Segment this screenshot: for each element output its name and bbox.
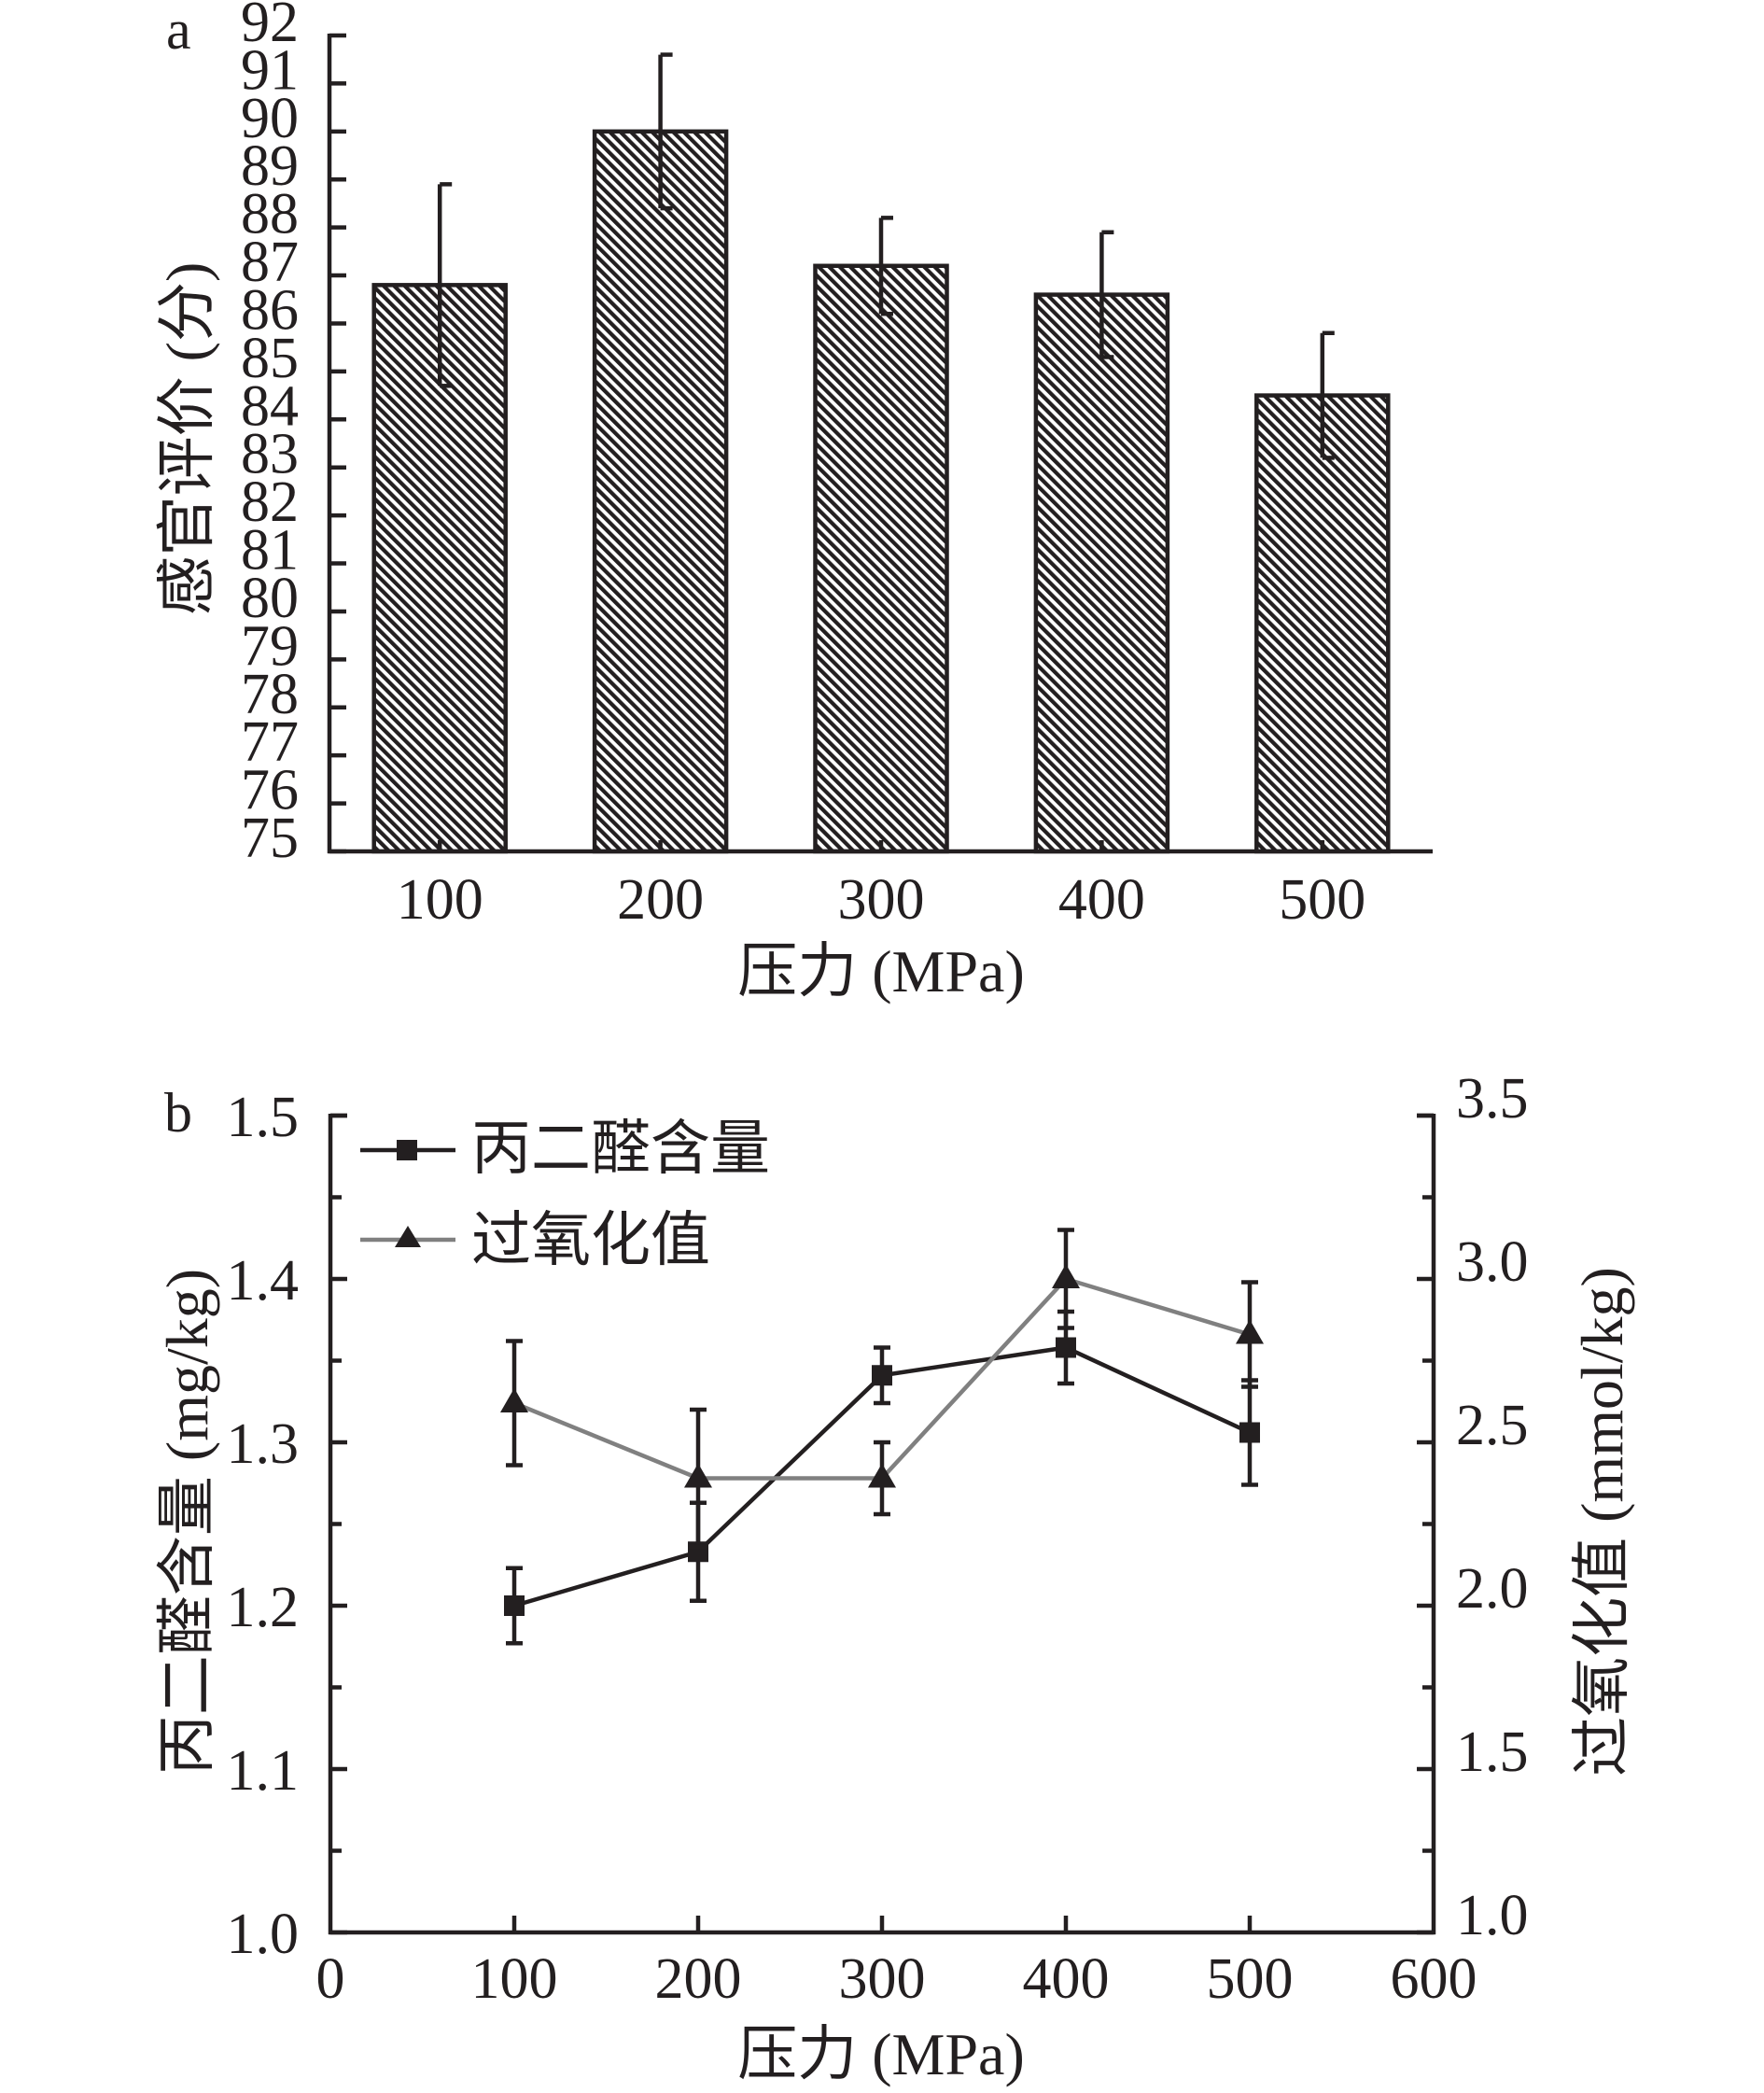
data-point-triangle (684, 1463, 712, 1488)
y-tick-label: 88 (241, 183, 299, 246)
error-bar-300 (878, 216, 893, 316)
data-point-square (872, 1365, 892, 1386)
chart-b-left-y-ticks: 1.0 1.1 1.2 1.3 1.4 1.5 (227, 1086, 300, 1966)
right-y-tick-label: 3.0 (1456, 1230, 1529, 1294)
y-tick-label: 80 (241, 567, 299, 630)
chart-b-left-y-axis-title: 丙二醛含量 (mg/kg) (154, 1269, 220, 1775)
right-y-tick-label: 3.5 (1456, 1067, 1529, 1131)
x-tick-label: 100 (471, 1947, 558, 2011)
left-y-tick-label: 1.4 (227, 1249, 300, 1313)
chart-a-x-axis-title: 压力 (MPa) (737, 938, 1025, 1004)
x-tick-label: 400 (1023, 1947, 1110, 2011)
chart-b-x-ticks: 0 100 200 300 400 500 600 (316, 1947, 1477, 2011)
data-point-triangle (1052, 1264, 1080, 1288)
chart-b-series (500, 1228, 1264, 1646)
x-tick-label: 400 (1058, 868, 1145, 932)
chart-a-y-axis-title: 感官评价 (分) (154, 262, 220, 616)
bar-500 (1254, 393, 1391, 854)
right-y-tick-label: 2.0 (1456, 1557, 1529, 1621)
chart-a-error-bars (437, 52, 1335, 460)
left-y-tick-label: 1.3 (227, 1412, 300, 1476)
left-y-tick-label: 1.0 (227, 1903, 300, 1966)
x-tick-label: 200 (655, 1947, 742, 2011)
y-tick-label: 79 (241, 614, 299, 678)
error-bar-100 (437, 182, 453, 388)
data-point-triangle (1236, 1319, 1264, 1344)
y-tick-label: 81 (241, 519, 299, 583)
bar-400 (1033, 292, 1170, 854)
legend-marker-square (397, 1140, 417, 1160)
y-tick-label: 84 (241, 374, 299, 438)
right-y-tick-label: 1.5 (1456, 1721, 1529, 1784)
right-y-tick-label: 2.5 (1456, 1394, 1529, 1457)
x-tick-label: 500 (1207, 1947, 1294, 2011)
x-tick-label: 0 (316, 1947, 345, 2011)
chart-b-right-y-axis-title: 过氧化值 (mmol/kg) (1569, 1267, 1635, 1777)
bar-200 (592, 129, 729, 854)
chart-a-x-ticks: 100 200 300 400 500 (397, 868, 1366, 932)
panel-label-a: a (166, 0, 191, 61)
panel-label-b: b (164, 1082, 192, 1144)
left-y-tick-label: 1.2 (227, 1576, 300, 1639)
y-tick-label: 83 (241, 423, 299, 486)
chart-a-axes (327, 33, 1433, 854)
data-point-triangle (500, 1388, 528, 1412)
y-tick-label: 91 (241, 38, 299, 102)
y-tick-label: 85 (241, 327, 299, 390)
x-tick-label: 600 (1391, 1947, 1477, 2011)
y-tick-label: 92 (241, 0, 299, 54)
y-tick-label: 75 (241, 807, 299, 870)
data-point-square (1239, 1422, 1260, 1443)
bar-300 (813, 263, 949, 854)
x-tick-label: 300 (838, 868, 925, 932)
chart-b-x-axis-title: 压力 (MPa) (737, 2021, 1025, 2087)
x-tick-label: 300 (839, 1947, 926, 2011)
chart-b-right-y-ticks: 1.0 1.5 2.0 2.5 3.0 3.5 (1456, 1067, 1529, 1947)
left-y-tick-label: 1.1 (227, 1739, 300, 1803)
y-tick-label: 76 (241, 759, 299, 822)
error-bar-500 (1320, 330, 1335, 460)
chart-b-legend: 丙二醛含量 过氧化值 (360, 1116, 770, 1273)
x-tick-label: 100 (397, 868, 483, 932)
y-tick-label: 86 (241, 278, 299, 342)
y-tick-label: 87 (241, 231, 299, 294)
y-tick-label: 78 (241, 663, 299, 726)
data-point-triangle (868, 1463, 896, 1488)
error-bar-400 (1099, 230, 1114, 359)
x-tick-label: 200 (617, 868, 704, 932)
left-y-tick-label: 1.5 (227, 1086, 300, 1149)
y-tick-label: 90 (241, 87, 299, 150)
legend-label-mda: 丙二醛含量 (471, 1116, 770, 1182)
data-point-square (1056, 1337, 1076, 1358)
chart-b: b 1.01.11.21.31.41.5 1.01.52.02.53.03.5 … (154, 1067, 1635, 2087)
right-y-tick-label: 1.0 (1456, 1884, 1529, 1947)
x-tick-label: 500 (1279, 868, 1365, 932)
error-bar-200 (658, 52, 673, 211)
y-tick-label: 82 (241, 471, 299, 534)
y-tick-label: 89 (241, 134, 299, 198)
legend-marker-triangle (395, 1226, 421, 1247)
series-points-1 (500, 1228, 1264, 1550)
y-tick-label: 77 (241, 710, 299, 774)
legend-label-pov: 过氧化值 (471, 1207, 710, 1273)
data-point-square (504, 1595, 525, 1616)
chart-b-axes (328, 1113, 1436, 1935)
